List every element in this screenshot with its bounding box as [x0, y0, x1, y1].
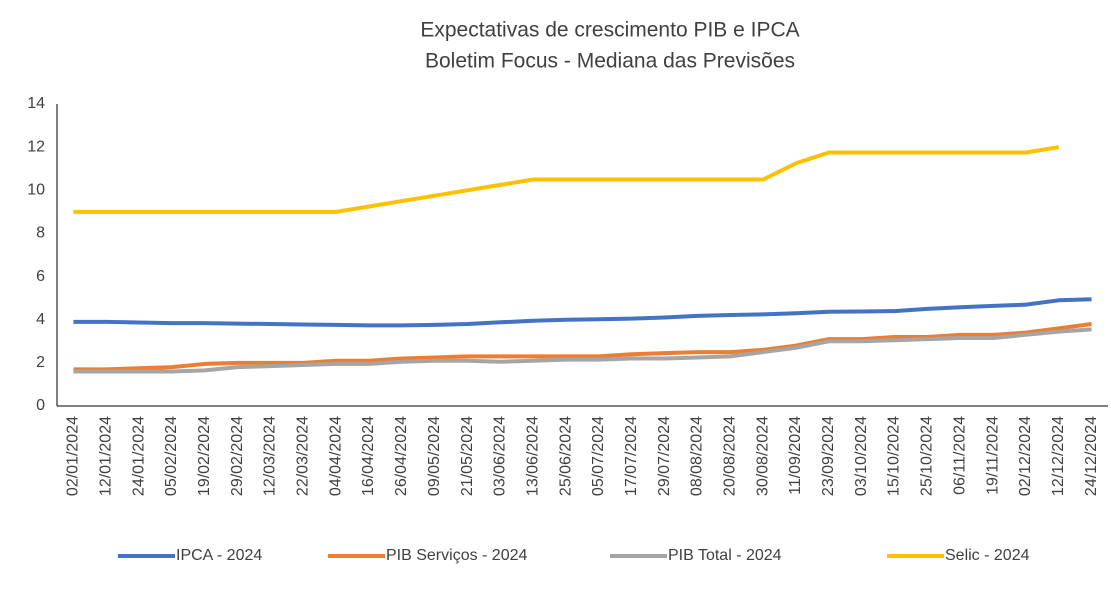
x-tick-label: 02/01/2024: [65, 416, 82, 496]
x-tick-label: 13/06/2024: [524, 416, 541, 496]
x-tick-label: 12/03/2024: [262, 416, 279, 496]
x-tick-label: 24/01/2024: [130, 416, 147, 496]
x-tick-label: 03/06/2024: [492, 416, 509, 496]
y-tick-label: 8: [36, 225, 45, 242]
x-tick-label: 23/09/2024: [820, 416, 837, 496]
x-tick-label: 15/10/2024: [886, 416, 903, 496]
chart-title: Expectativas de crescimento PIB e IPCA: [420, 19, 799, 42]
x-tick-label: 08/08/2024: [689, 416, 706, 496]
x-tick-label: 29/07/2024: [656, 416, 673, 496]
y-tick-label: 6: [36, 268, 45, 285]
x-tick-label: 21/05/2024: [459, 416, 476, 496]
x-tick-label: 02/12/2024: [1017, 416, 1034, 496]
x-tick-label: 20/08/2024: [722, 416, 739, 496]
x-tick-label: 25/06/2024: [557, 416, 574, 496]
series-line: [73, 322, 1092, 372]
x-tick-label: 19/02/2024: [196, 416, 213, 496]
series-line: [73, 327, 1092, 374]
y-tick-label: 12: [27, 138, 45, 155]
series-line: [73, 297, 1092, 328]
x-tick-label: 12/01/2024: [97, 416, 114, 496]
y-tick-label: 14: [27, 95, 45, 112]
x-tick-label: 05/07/2024: [590, 416, 607, 496]
x-tick-label: 09/05/2024: [426, 416, 443, 496]
y-tick-label: 0: [36, 397, 45, 414]
legend-label: PIB Total - 2024: [668, 547, 782, 564]
x-tick-label: 12/12/2024: [1050, 416, 1067, 496]
series-line: [73, 145, 1060, 214]
x-tick-label: 30/08/2024: [754, 416, 771, 496]
x-tick-label: 22/03/2024: [295, 416, 312, 496]
x-tick-label: 11/09/2024: [787, 416, 804, 495]
x-tick-label: 16/04/2024: [360, 416, 377, 496]
x-tick-label: 04/04/2024: [327, 416, 344, 496]
x-tick-label: 03/10/2024: [853, 416, 870, 496]
legend-label: Selic - 2024: [945, 547, 1030, 564]
y-tick-label: 4: [36, 311, 45, 328]
x-tick-label: 29/02/2024: [229, 416, 246, 496]
x-tick-label: 25/10/2024: [919, 416, 936, 496]
legend-label: IPCA - 2024: [176, 547, 262, 564]
y-tick-label: 10: [27, 182, 45, 199]
x-tick-label: 24/12/2024: [1083, 416, 1100, 496]
legend-label: PIB Serviços - 2024: [386, 547, 528, 564]
chart-subtitle: Boletim Focus - Mediana das Previsões: [425, 50, 795, 73]
y-tick-label: 2: [36, 354, 45, 371]
x-tick-label: 05/02/2024: [163, 416, 180, 496]
x-tick-label: 19/11/2024: [984, 416, 1001, 495]
x-tick-label: 17/07/2024: [623, 416, 640, 496]
x-tick-label: 26/04/2024: [393, 416, 410, 496]
x-tick-label: 06/11/2024: [951, 416, 968, 495]
